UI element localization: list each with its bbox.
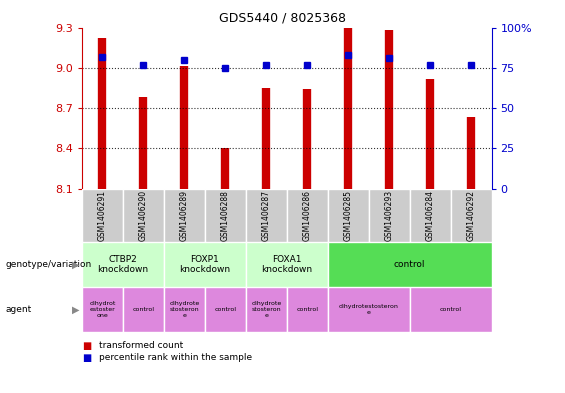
Bar <box>451 189 492 242</box>
Bar <box>205 189 246 242</box>
Text: ■: ■ <box>82 353 91 363</box>
Bar <box>164 189 205 242</box>
Text: genotype/variation: genotype/variation <box>6 260 92 269</box>
Bar <box>328 189 369 242</box>
Bar <box>164 287 205 332</box>
Text: GSM1406285: GSM1406285 <box>344 190 353 241</box>
Bar <box>369 189 410 242</box>
Text: dihydrot
estoster
one: dihydrot estoster one <box>89 301 116 318</box>
Text: GSM1406284: GSM1406284 <box>425 190 434 241</box>
Text: GSM1406292: GSM1406292 <box>467 190 476 241</box>
Bar <box>410 287 492 332</box>
Bar <box>287 189 328 242</box>
Text: GDS5440 / 8025368: GDS5440 / 8025368 <box>219 12 346 25</box>
Bar <box>82 189 123 242</box>
Bar <box>82 242 164 287</box>
Bar <box>246 189 287 242</box>
Bar <box>246 242 328 287</box>
Bar <box>287 287 328 332</box>
Text: transformed count: transformed count <box>99 342 183 350</box>
Text: GSM1406291: GSM1406291 <box>98 190 107 241</box>
Bar <box>328 242 492 287</box>
Bar <box>123 287 164 332</box>
Bar <box>123 189 164 242</box>
Text: FOXP1
knockdown: FOXP1 knockdown <box>179 255 231 274</box>
Text: GSM1406290: GSM1406290 <box>139 189 148 241</box>
Text: GSM1406288: GSM1406288 <box>221 190 230 241</box>
Text: CTBP2
knockdown: CTBP2 knockdown <box>97 255 149 274</box>
Text: ▶: ▶ <box>72 259 79 269</box>
Text: dihydrotestosteron
e: dihydrotestosteron e <box>339 304 398 315</box>
Text: GSM1406287: GSM1406287 <box>262 190 271 241</box>
Text: dihydrote
stosteron
e: dihydrote stosteron e <box>251 301 281 318</box>
Text: ■: ■ <box>82 341 91 351</box>
Bar <box>205 287 246 332</box>
Text: FOXA1
knockdown: FOXA1 knockdown <box>261 255 312 274</box>
Bar <box>328 287 410 332</box>
Bar <box>82 287 123 332</box>
Bar <box>164 242 246 287</box>
Text: control: control <box>214 307 236 312</box>
Text: control: control <box>296 307 318 312</box>
Text: percentile rank within the sample: percentile rank within the sample <box>99 353 252 362</box>
Text: dihydrote
stosteron
e: dihydrote stosteron e <box>169 301 199 318</box>
Text: control: control <box>394 260 425 269</box>
Bar <box>410 189 451 242</box>
Text: control: control <box>132 307 154 312</box>
Text: agent: agent <box>6 305 32 314</box>
Text: GSM1406293: GSM1406293 <box>385 189 394 241</box>
Text: GSM1406289: GSM1406289 <box>180 190 189 241</box>
Text: control: control <box>440 307 462 312</box>
Bar <box>246 287 287 332</box>
Text: GSM1406286: GSM1406286 <box>303 190 312 241</box>
Text: ▶: ▶ <box>72 305 79 314</box>
